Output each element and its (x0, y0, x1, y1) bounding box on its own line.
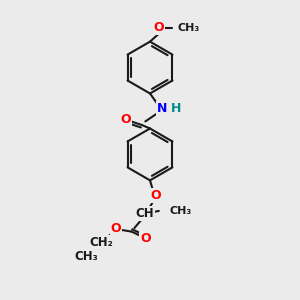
Text: CH₃: CH₃ (177, 23, 199, 33)
Text: CH: CH (136, 207, 154, 220)
Text: H: H (170, 102, 181, 115)
Text: CH₃: CH₃ (75, 250, 99, 263)
Text: N: N (157, 102, 168, 115)
Text: O: O (111, 221, 122, 235)
Text: O: O (140, 232, 151, 244)
Text: CH₂: CH₂ (89, 236, 113, 249)
Text: CH₃: CH₃ (169, 206, 191, 216)
Text: O: O (151, 189, 161, 202)
Text: O: O (154, 21, 164, 34)
Text: O: O (121, 112, 131, 126)
